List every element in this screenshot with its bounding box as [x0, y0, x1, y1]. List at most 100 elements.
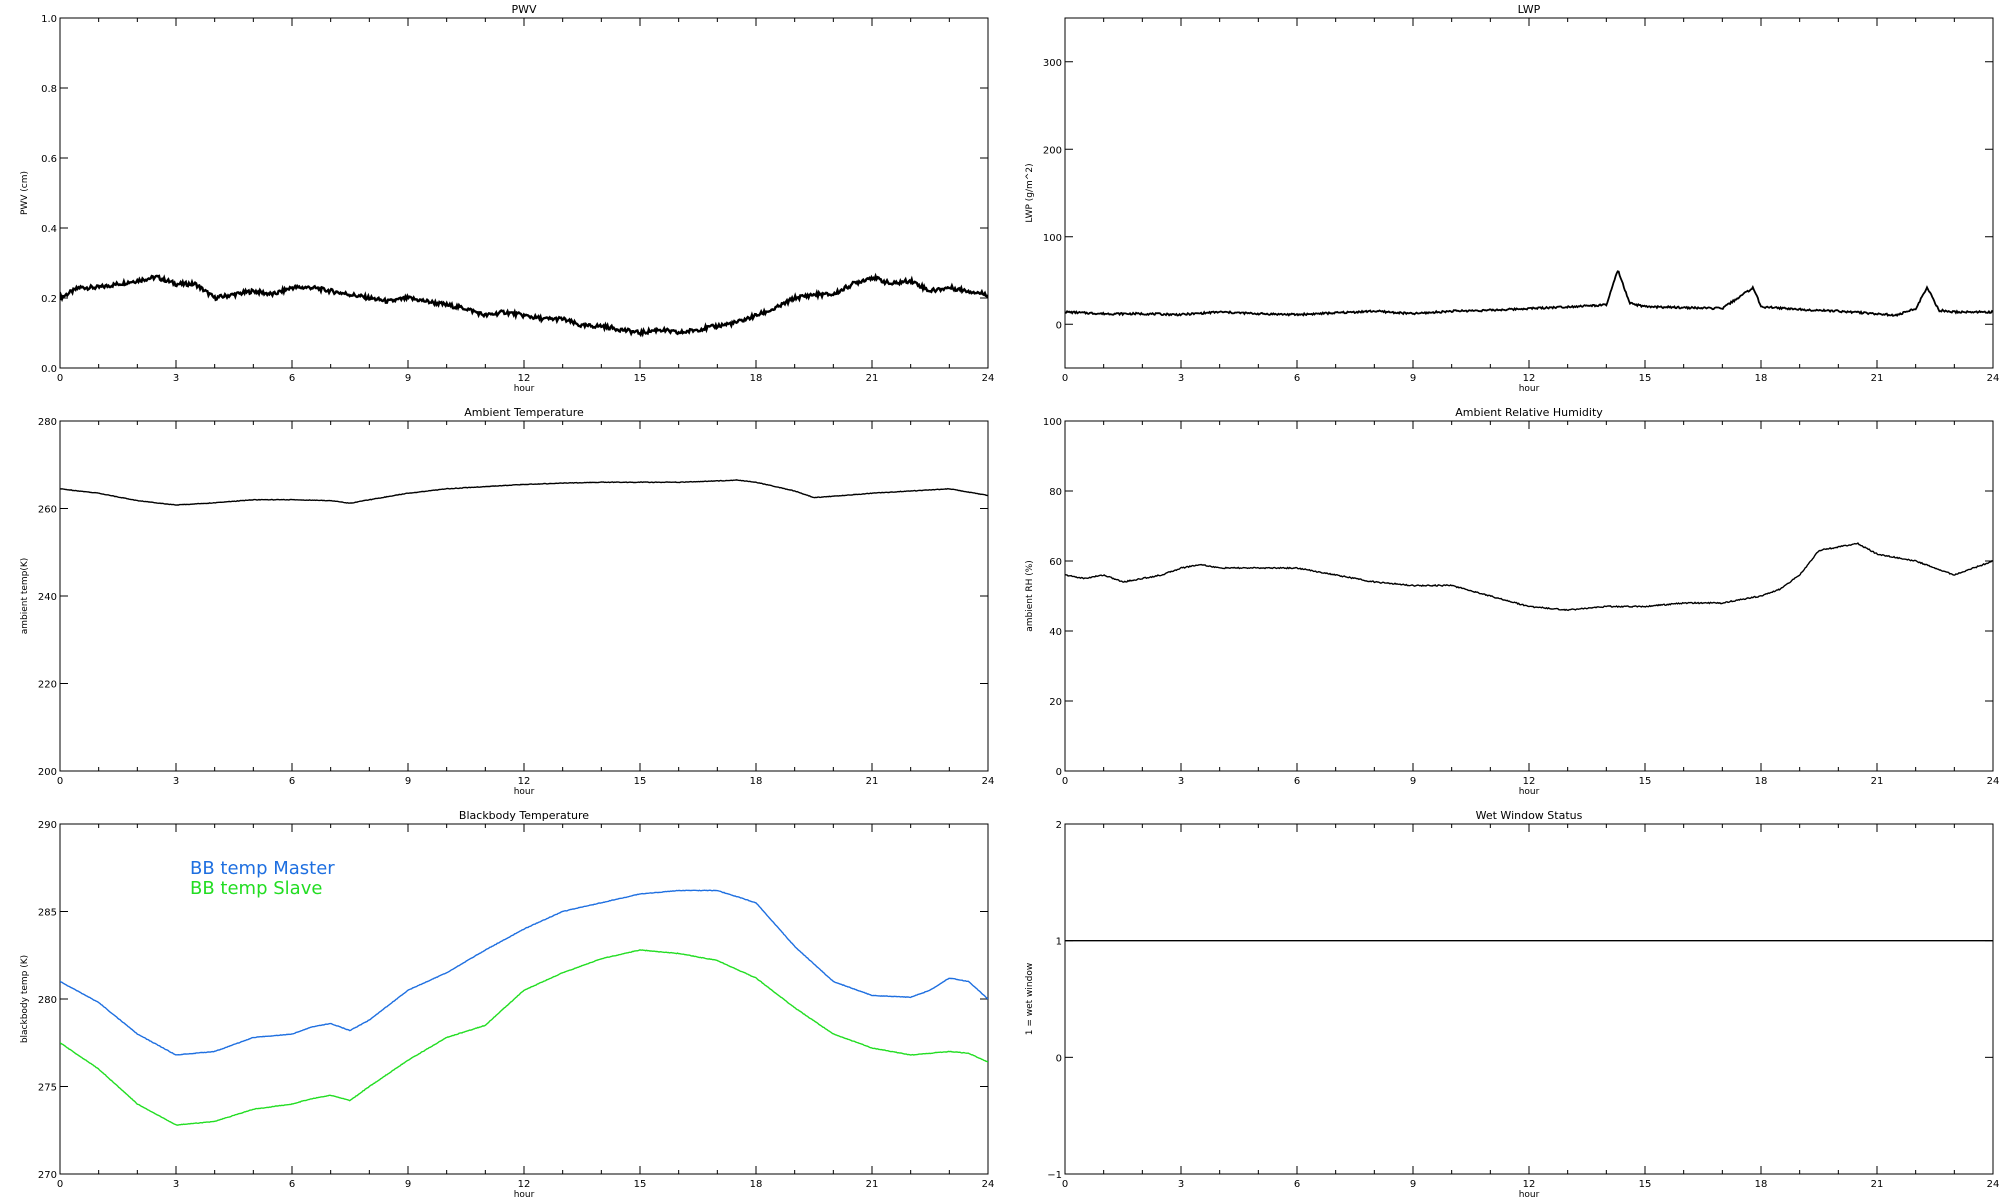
panel-pwv: PWV 0 3 6 9 12 15 18 21 24 hour 0.0 0.2 0.4 0.6 0.8 1.0 P…	[20, 3, 994, 394]
x-tick-label: 12	[1523, 1179, 1536, 1190]
x-tick-label: 9	[1410, 373, 1416, 384]
x-tick-label: 12	[518, 1179, 531, 1190]
x-tick-label: 18	[1755, 1179, 1768, 1190]
x-tick-label: 6	[1294, 373, 1300, 384]
x-tick-label: 9	[1410, 1179, 1416, 1190]
x-tick-label: 21	[866, 1179, 879, 1190]
x-tick-label: 9	[405, 776, 411, 787]
x-axis-label: hour	[1519, 384, 1540, 394]
x-tick-label: 15	[1639, 373, 1652, 384]
x-tick-label: 24	[1987, 1179, 2000, 1190]
x-tick-label: 3	[1178, 373, 1184, 384]
panel-ambient-relative-humidity: Ambient Relative Humidity 0 3 6 9 12 15 18 21 24 h…	[1025, 406, 1999, 797]
y-axis-label: 1 = wet window	[1025, 963, 1035, 1035]
x-tick-label: 21	[1871, 373, 1884, 384]
y-tick-label: 60	[1049, 557, 1062, 568]
x-tick-label: 24	[982, 776, 995, 787]
x-tick-label: 0	[1062, 776, 1068, 787]
panel-title: PWV	[511, 3, 537, 16]
y-axis-label: LWP (g/m^2)	[1025, 163, 1035, 222]
series-line-lwp	[1065, 270, 1993, 318]
x-tick-label: 21	[866, 776, 879, 787]
y-tick-label: 2	[1056, 820, 1062, 831]
y-tick-label: 0.8	[41, 84, 57, 95]
x-tick-label: 0	[57, 373, 63, 384]
x-tick-label: 21	[866, 373, 879, 384]
x-tick-label: 6	[1294, 1179, 1300, 1190]
y-axis-label: ambient temp(K)	[20, 558, 30, 635]
series-line-ambient-temperature	[60, 479, 988, 506]
plot-frame	[1064, 17, 1994, 369]
x-tick-label: 9	[1410, 776, 1416, 787]
y-tick-label: 0.0	[41, 364, 57, 375]
x-tick-label: 18	[750, 776, 763, 787]
series-line-bb-temp-slave	[60, 949, 988, 1126]
panel-ambient-temperature: Ambient Temperature 0 3 6 9 12 15 18 21 24 hour 200…	[20, 406, 994, 797]
y-tick-label: 280	[38, 995, 57, 1006]
x-axis-label: hour	[1519, 787, 1540, 797]
y-tick-label: 280	[38, 417, 57, 428]
y-tick-label: 300	[1043, 58, 1062, 69]
x-tick-label: 3	[1178, 1179, 1184, 1190]
y-tick-label: 290	[38, 820, 57, 831]
plot-frame	[1064, 823, 1994, 1175]
y-tick-label: −1	[1047, 1170, 1062, 1181]
x-tick-label: 12	[1523, 373, 1536, 384]
x-tick-label: 0	[57, 1179, 63, 1190]
panel-title: Wet Window Status	[1476, 809, 1583, 822]
x-tick-label: 3	[173, 373, 179, 384]
y-tick-label: 100	[1043, 417, 1062, 428]
legend-entry: BB temp Slave	[190, 878, 322, 899]
x-axis-label: hour	[514, 1190, 535, 1200]
x-tick-label: 6	[289, 1179, 295, 1190]
plot-frame	[1064, 420, 1994, 772]
x-tick-label: 3	[1178, 776, 1184, 787]
y-tick-label: 0	[1056, 1053, 1062, 1064]
y-tick-label: 0	[1056, 767, 1062, 778]
x-tick-label: 21	[1871, 776, 1884, 787]
y-tick-label: 20	[1049, 697, 1062, 708]
y-tick-label: 270	[38, 1170, 57, 1181]
x-axis-label: hour	[514, 384, 535, 394]
y-tick-label: 1	[1056, 937, 1062, 948]
x-tick-label: 0	[57, 776, 63, 787]
y-tick-label: 0	[1056, 320, 1062, 331]
x-tick-label: 9	[405, 1179, 411, 1190]
x-tick-label: 15	[634, 1179, 647, 1190]
panel-title: LWP	[1518, 3, 1541, 16]
x-tick-label: 24	[982, 373, 995, 384]
y-tick-label: 1.0	[41, 14, 57, 25]
x-tick-label: 12	[1523, 776, 1536, 787]
x-tick-label: 12	[518, 373, 531, 384]
x-axis-label: hour	[1519, 1190, 1540, 1200]
y-axis-label: ambient RH (%)	[1025, 560, 1035, 632]
x-tick-label: 21	[1871, 1179, 1884, 1190]
x-axis-label: hour	[514, 787, 535, 797]
panel-title: Ambient Temperature	[464, 406, 584, 419]
x-tick-label: 3	[173, 1179, 179, 1190]
y-tick-label: 275	[38, 1083, 57, 1094]
series-line-bb-temp-master	[60, 889, 988, 1056]
panel-lwp: LWP 0 3 6 9 12 15 18 21 24 hour 0 100 200 300 LWP (g/m^…	[1025, 3, 1999, 394]
panel-title: Ambient Relative Humidity	[1455, 406, 1603, 419]
x-tick-label: 0	[1062, 1179, 1068, 1190]
x-tick-label: 15	[634, 373, 647, 384]
panel-title: Blackbody Temperature	[459, 809, 589, 822]
x-tick-label: 24	[1987, 373, 2000, 384]
x-tick-label: 18	[750, 1179, 763, 1190]
legend-entry: BB temp Master	[190, 858, 335, 879]
y-tick-label: 220	[38, 680, 57, 691]
y-tick-label: 285	[38, 908, 57, 919]
y-tick-label: 260	[38, 505, 57, 516]
y-tick-label: 0.2	[41, 294, 57, 305]
x-tick-label: 6	[289, 776, 295, 787]
x-tick-label: 9	[405, 373, 411, 384]
x-tick-label: 18	[1755, 776, 1768, 787]
x-tick-label: 15	[1639, 776, 1652, 787]
x-tick-label: 6	[1294, 776, 1300, 787]
x-tick-label: 24	[1987, 776, 2000, 787]
series-line-pwv	[60, 272, 988, 338]
x-tick-label: 0	[1062, 373, 1068, 384]
